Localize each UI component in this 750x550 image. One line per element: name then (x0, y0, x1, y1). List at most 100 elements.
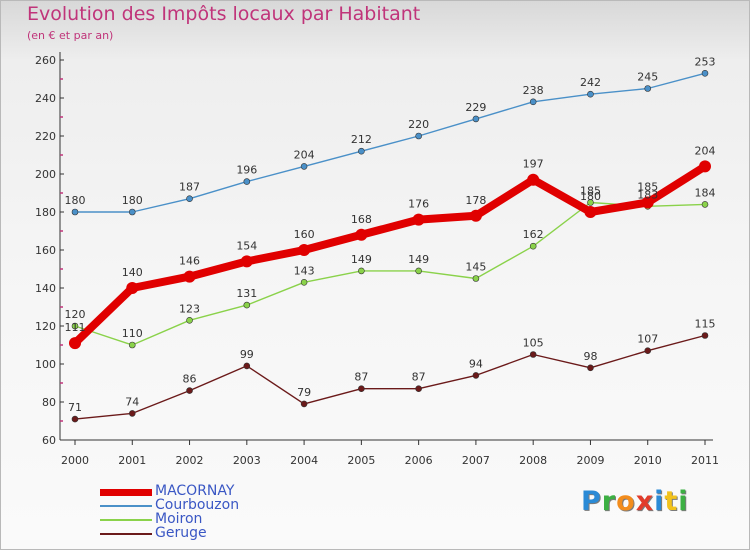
data-point-geruge (243, 362, 251, 370)
data-label-geruge: 86 (183, 373, 197, 386)
data-point-courbouzon (71, 208, 79, 216)
data-point-geruge (71, 415, 79, 423)
data-label-macornay: 111 (65, 321, 86, 334)
y-tick-label: 200 (35, 168, 56, 181)
y-tick-label: 160 (35, 244, 56, 257)
data-label-macornay: 154 (236, 239, 257, 252)
legend-swatch-moiron (100, 519, 152, 521)
axes: 60 80 100 120 140 160 180 200 220 240 260 2000 2001 2… (35, 52, 719, 467)
legend-label-moiron: Moiron (155, 511, 203, 527)
data-label-macornay: 178 (465, 194, 486, 207)
data-point-macornay (699, 160, 711, 173)
y-tick-label: 120 (35, 320, 56, 333)
data-label-moiron: 149 (351, 253, 372, 266)
data-point-moiron (300, 278, 308, 286)
data-label-courbouzon: 187 (179, 181, 200, 194)
series-line-moiron (74, 201, 706, 346)
data-point-moiron (128, 341, 136, 349)
series-line-macornay (71, 162, 709, 348)
data-label-macornay: 160 (294, 228, 315, 241)
series-line-courbouzon (74, 72, 706, 213)
data-label-courbouzon: 196 (236, 164, 257, 177)
chart-subtitle: (en € et par an) (27, 29, 114, 42)
logo-letter: o (616, 486, 636, 517)
data-label-macornay: 180 (580, 190, 601, 203)
data-point-macornay (584, 206, 597, 218)
data-point-courbouzon (358, 147, 365, 155)
data-point-geruge (300, 400, 308, 408)
data-point-courbouzon (243, 178, 251, 185)
data-point-macornay (469, 209, 482, 222)
data-point-courbouzon (415, 132, 422, 140)
legend-swatch-geruge (100, 533, 152, 535)
data-point-moiron (243, 301, 251, 309)
x-tick-label: 2010 (634, 454, 662, 467)
data-point-geruge (358, 385, 365, 393)
data-label-macornay: 168 (351, 213, 372, 226)
logo-letter: r (601, 486, 617, 517)
data-point-moiron (587, 199, 594, 206)
data-point-macornay (527, 173, 540, 186)
x-tick-label: 2009 (576, 454, 604, 467)
data-point-macornay (69, 337, 81, 350)
data-label-macornay: 146 (179, 255, 200, 268)
logo-letter: x (635, 486, 655, 517)
data-point-courbouzon (701, 70, 709, 77)
data-point-macornay (126, 282, 139, 294)
data-point-geruge (701, 332, 709, 339)
data-label-courbouzon: 229 (465, 101, 486, 114)
data-label-courbouzon: 204 (294, 148, 315, 161)
data-label-moiron: 143 (294, 264, 315, 277)
data-point-courbouzon (128, 208, 136, 216)
data-label-moiron: 120 (65, 308, 86, 321)
data-point-geruge (644, 347, 652, 355)
data-label-geruge: 107 (637, 333, 658, 346)
data-label-moiron: 185 (580, 185, 601, 198)
data-label-geruge: 87 (412, 371, 426, 384)
data-point-moiron (701, 201, 709, 208)
data-label-geruge: 71 (68, 401, 82, 414)
data-label-moiron: 149 (408, 253, 429, 266)
data-label-geruge: 105 (523, 337, 544, 350)
y-tick-label: 220 (35, 130, 56, 143)
data-point-geruge (128, 410, 136, 417)
data-point-geruge (587, 364, 594, 372)
logo-letter: P (581, 486, 602, 517)
y-tick-label: 60 (42, 434, 56, 447)
x-tick-label: 2002 (176, 454, 204, 467)
data-label-moiron: 145 (465, 261, 486, 274)
legend-label-geruge: Geruge (155, 525, 207, 541)
proxiti-logo: Proxiti (581, 486, 689, 517)
data-label-geruge: 87 (354, 371, 368, 384)
y-tick-label: 80 (42, 396, 56, 409)
data-point-courbouzon (644, 85, 652, 92)
data-label-courbouzon: 253 (695, 55, 716, 68)
series-layer (69, 70, 711, 423)
data-label-courbouzon: 180 (65, 194, 86, 207)
data-label-macornay: 176 (408, 198, 429, 211)
data-label-courbouzon: 220 (408, 118, 429, 131)
legend-label-courbouzon: Courbouzon (155, 497, 240, 513)
x-tick-label: 2003 (233, 454, 261, 467)
data-label-macornay: 140 (122, 266, 143, 279)
data-label-geruge: 74 (125, 395, 139, 408)
chart-title: Evolution des Impôts locaux par Habitant (27, 3, 421, 25)
x-tick-label: 2005 (347, 454, 375, 467)
data-point-macornay (355, 228, 368, 241)
x-tick-label: 2006 (405, 454, 433, 467)
data-label-moiron: 110 (122, 327, 143, 340)
y-tick-label: 240 (35, 92, 56, 105)
data-label-moiron: 162 (523, 228, 544, 241)
data-point-geruge (186, 387, 193, 394)
y-tick-label: 140 (35, 282, 56, 295)
x-tick-label: 2008 (519, 454, 547, 467)
data-point-moiron (472, 275, 480, 282)
data-label-courbouzon: 180 (122, 194, 143, 207)
data-label-geruge: 79 (297, 386, 311, 399)
legend-swatch-macornay (100, 489, 152, 496)
data-label-macornay: 197 (523, 158, 544, 171)
data-point-moiron (71, 322, 79, 330)
